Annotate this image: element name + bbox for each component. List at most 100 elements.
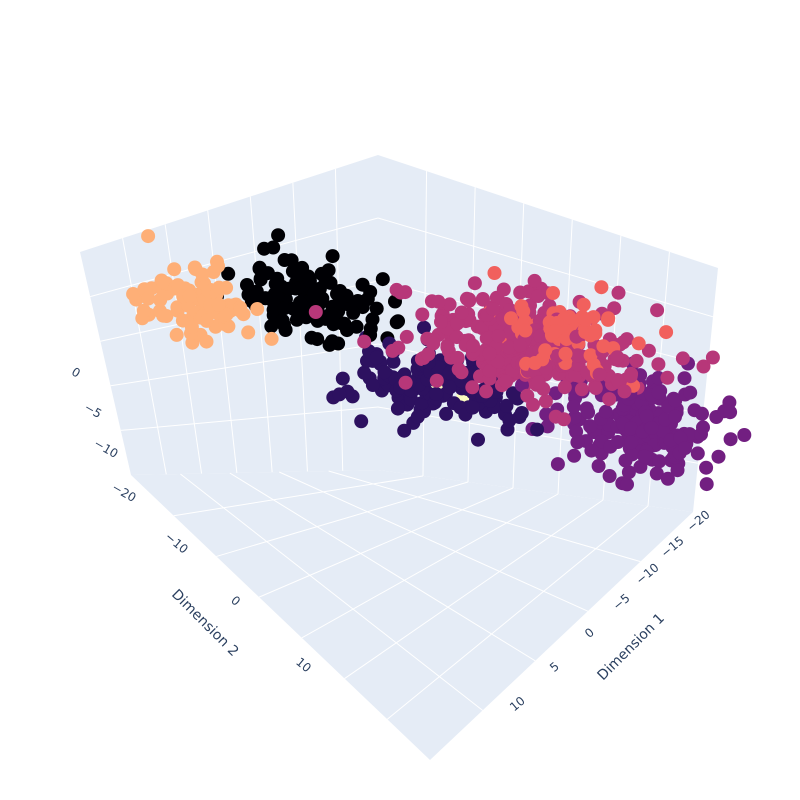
data-point <box>462 293 477 308</box>
z-tick-label: −10 <box>92 436 121 461</box>
data-point <box>527 356 542 370</box>
data-point <box>126 287 141 301</box>
x-tick-label: 0 <box>582 625 597 641</box>
data-point <box>270 271 285 286</box>
data-point <box>369 350 384 365</box>
data-point <box>426 336 441 351</box>
data-point <box>277 253 292 267</box>
data-point <box>250 302 265 316</box>
data-point <box>546 286 560 300</box>
data-point <box>282 281 297 296</box>
data-point <box>429 387 444 401</box>
data-point <box>574 382 589 397</box>
data-point <box>241 325 256 340</box>
data-point <box>723 432 738 447</box>
data-point <box>440 340 455 355</box>
data-point <box>652 454 667 469</box>
data-point <box>266 240 281 255</box>
data-point <box>357 334 372 349</box>
data-point <box>651 385 666 400</box>
data-point <box>442 380 457 395</box>
x-axis-title: Dimension 1 <box>594 610 667 683</box>
data-point <box>314 266 329 281</box>
data-point <box>696 359 711 374</box>
data-point <box>673 430 688 445</box>
data-point <box>308 305 323 319</box>
data-point <box>737 428 752 442</box>
data-point <box>332 387 347 402</box>
data-point <box>219 307 234 322</box>
data-point <box>465 380 480 395</box>
data-point <box>513 285 528 300</box>
grid-line <box>229 472 536 662</box>
data-point <box>569 424 584 439</box>
data-point <box>293 295 307 310</box>
data-point <box>357 365 372 380</box>
data-point <box>369 301 384 316</box>
data-point <box>538 343 553 358</box>
z-tick-label: −5 <box>82 400 104 421</box>
data-point <box>570 348 585 363</box>
data-point <box>182 289 197 304</box>
data-point <box>307 286 322 301</box>
data-point <box>660 471 675 486</box>
data-point <box>170 300 185 315</box>
data-point <box>450 316 465 331</box>
data-point <box>465 400 480 415</box>
data-point <box>450 350 465 365</box>
data-point <box>550 457 565 472</box>
data-point <box>624 421 638 436</box>
data-point <box>527 273 542 288</box>
data-point <box>649 466 664 481</box>
data-point <box>499 374 514 389</box>
data-point <box>591 459 606 473</box>
grid-line <box>292 182 308 472</box>
data-point <box>659 325 674 340</box>
data-point <box>610 435 625 449</box>
data-point <box>156 275 171 289</box>
data-point <box>660 370 675 385</box>
data-point <box>705 350 720 365</box>
data-point <box>513 338 527 353</box>
grid-line <box>344 499 604 679</box>
data-point <box>518 323 533 338</box>
data-point <box>514 299 529 314</box>
data-point <box>601 312 615 327</box>
data-point <box>588 326 603 341</box>
data-point <box>696 420 710 435</box>
data-point <box>641 343 656 358</box>
data-point <box>651 357 666 372</box>
data-point <box>567 410 582 425</box>
data-point <box>594 280 609 295</box>
data-point <box>623 369 638 384</box>
data-point <box>526 397 540 412</box>
data-point <box>325 334 340 349</box>
data-point <box>199 334 214 349</box>
data-point <box>385 343 400 358</box>
data-point <box>471 432 485 447</box>
data-point <box>644 421 659 435</box>
data-point <box>602 392 617 407</box>
data-point <box>620 477 634 492</box>
grid-line <box>207 210 238 473</box>
x-tick-label: 5 <box>547 659 562 675</box>
data-point <box>584 443 599 458</box>
y-tick-label: 0 <box>228 593 243 609</box>
data-point <box>295 260 310 275</box>
data-point <box>624 435 639 450</box>
z-tick-label: −20 <box>110 480 139 505</box>
data-point <box>325 310 340 325</box>
data-point <box>538 394 553 409</box>
data-point <box>670 463 685 478</box>
data-point <box>467 276 482 291</box>
data-point <box>699 477 714 492</box>
data-point <box>507 387 522 402</box>
grid-line <box>110 343 379 387</box>
z-tick-label: 0 <box>69 365 83 381</box>
data-point <box>337 316 352 331</box>
grid-line <box>301 493 559 639</box>
grid-line <box>120 406 379 431</box>
data-point <box>610 350 625 365</box>
data-point <box>602 469 617 483</box>
